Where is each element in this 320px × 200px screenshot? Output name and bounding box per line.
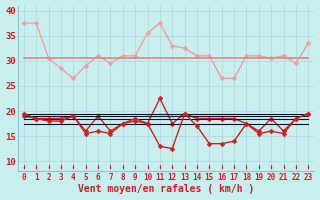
X-axis label: Vent moyen/en rafales ( km/h ): Vent moyen/en rafales ( km/h ) <box>78 184 254 194</box>
